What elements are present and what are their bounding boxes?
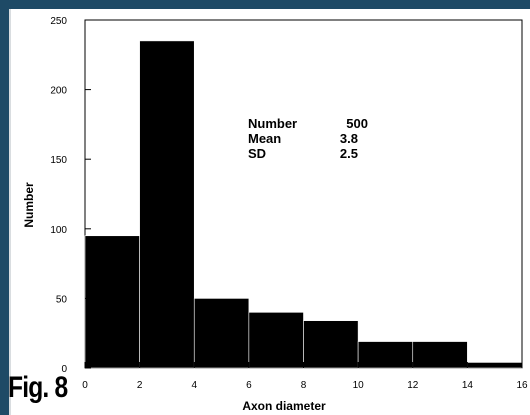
y-tick-label: 250 [50, 16, 67, 27]
histogram-bar [193, 298, 250, 369]
y-tick-label: 0 [61, 364, 67, 375]
y-tick-label: 150 [50, 155, 67, 166]
x-tick-label: 4 [191, 380, 197, 391]
histogram-bar [139, 40, 195, 369]
frame-left-inner-border [9, 9, 11, 415]
y-axis-label: Number [22, 182, 36, 228]
figure-label: Fig. 8 [8, 371, 68, 404]
histogram-bar [357, 341, 414, 369]
histogram-bar [248, 312, 304, 369]
stats-box: Number 500 Mean 3.8 SD 2.5 [248, 116, 368, 161]
stat-value: 500 [346, 116, 368, 131]
stat-row-number: Number 500 [248, 116, 368, 131]
x-tick-label: 10 [353, 380, 365, 391]
x-tick-label: 14 [462, 380, 474, 391]
x-axis-label: Axon diameter [242, 399, 326, 413]
histogram-bar [303, 320, 359, 369]
ticks-group: 0 50 100 150 200 250 0 2 4 6 8 10 12 14 16 [50, 16, 528, 391]
stat-value: 3.8 [339, 131, 358, 146]
stat-row-mean: Mean 3.8 [248, 131, 358, 146]
bars-group [84, 40, 523, 369]
x-tick-label: 8 [301, 380, 307, 391]
y-tick-label: 200 [50, 86, 67, 97]
stat-value: 2.5 [339, 146, 358, 161]
stat-label: Number [248, 116, 298, 131]
histogram-bar [84, 235, 140, 369]
y-tick-label: 100 [50, 225, 67, 236]
x-tick-label: 2 [137, 380, 143, 391]
x-tick-label: 0 [82, 380, 88, 391]
x-tick-label: 16 [516, 380, 528, 391]
histogram-bar [467, 362, 523, 369]
x-tick-label: 6 [246, 380, 252, 391]
stat-label: Mean [248, 131, 282, 146]
stat-row-sd: SD 2.5 [248, 146, 358, 161]
frame-top-border [0, 0, 530, 9]
histogram-bar [412, 341, 468, 369]
stat-label: SD [248, 146, 267, 161]
frame-left-border [0, 0, 9, 415]
x-tick-label: 12 [407, 380, 419, 391]
y-tick-label: 50 [56, 294, 68, 305]
